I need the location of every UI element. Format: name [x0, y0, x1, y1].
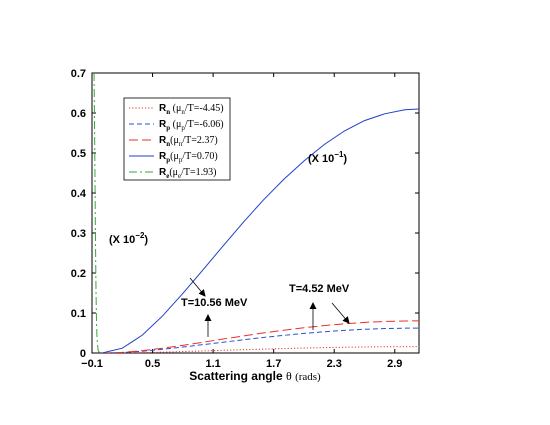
x-tick-label: 0.5 [145, 358, 160, 370]
y-tick-label: 0.6 [71, 108, 86, 120]
scale-annotation-1: (X 10−1) [308, 150, 347, 165]
series-line-2 [102, 320, 419, 353]
y-tick-label: 0.3 [71, 228, 86, 240]
y-tick-label: 0.4 [71, 188, 87, 200]
series-line-4 [93, 73, 103, 353]
temperature-label-low: T=4.52 MeV [289, 283, 350, 295]
series-line-0 [102, 346, 419, 353]
x-axis: −0.1 0.5 1.1 1.7 2.3 2.9 [81, 73, 402, 370]
legend: Rn (μn/T=-4.45) Rp (μp/T=-6.06) Rn(μn/T=2.… [123, 97, 231, 181]
temperature-label-high: T=10.56 MeV [181, 297, 248, 309]
legend-label-2: Rn(μn/T=2.37) [159, 135, 218, 148]
x-axis-title: Scattering angle θ (rads) [189, 369, 321, 383]
y-tick-label: 0.1 [71, 308, 86, 320]
legend-label-0: Rn (μn/T=-4.45) [159, 103, 224, 116]
y-axis: 0 0.1 0.2 0.3 0.4 0.5 0.6 0.7 [71, 68, 419, 360]
x-tick-label: 2.3 [327, 358, 342, 370]
arrow-high-to-solid [189, 277, 206, 297]
x-tick-label: −0.1 [81, 358, 103, 370]
legend-label-4: Re(μe/T=1.93) [159, 167, 217, 180]
x-tick-label: 1.1 [205, 358, 220, 370]
legend-label-1: Rp (μp/T=-6.06) [159, 119, 224, 132]
legend-box [123, 97, 231, 181]
series-layer [93, 73, 419, 353]
legend-label-3: Rp(μp/T=0.70) [159, 151, 218, 164]
scale-annotation-2: (X 10−2) [109, 231, 148, 246]
x-tick-label: 2.9 [387, 358, 402, 370]
y-tick-label: 0 [80, 348, 86, 360]
series-line-1 [102, 327, 419, 353]
y-tick-label: 0.2 [71, 268, 86, 280]
y-tick-label: 0.7 [71, 68, 86, 80]
arrow-low-to-longdash [331, 302, 350, 324]
y-tick-label: 0.5 [71, 148, 86, 160]
x-tick-label: 1.7 [266, 358, 281, 370]
plot-frame [91, 72, 420, 354]
series-line-3 [101, 108, 419, 353]
